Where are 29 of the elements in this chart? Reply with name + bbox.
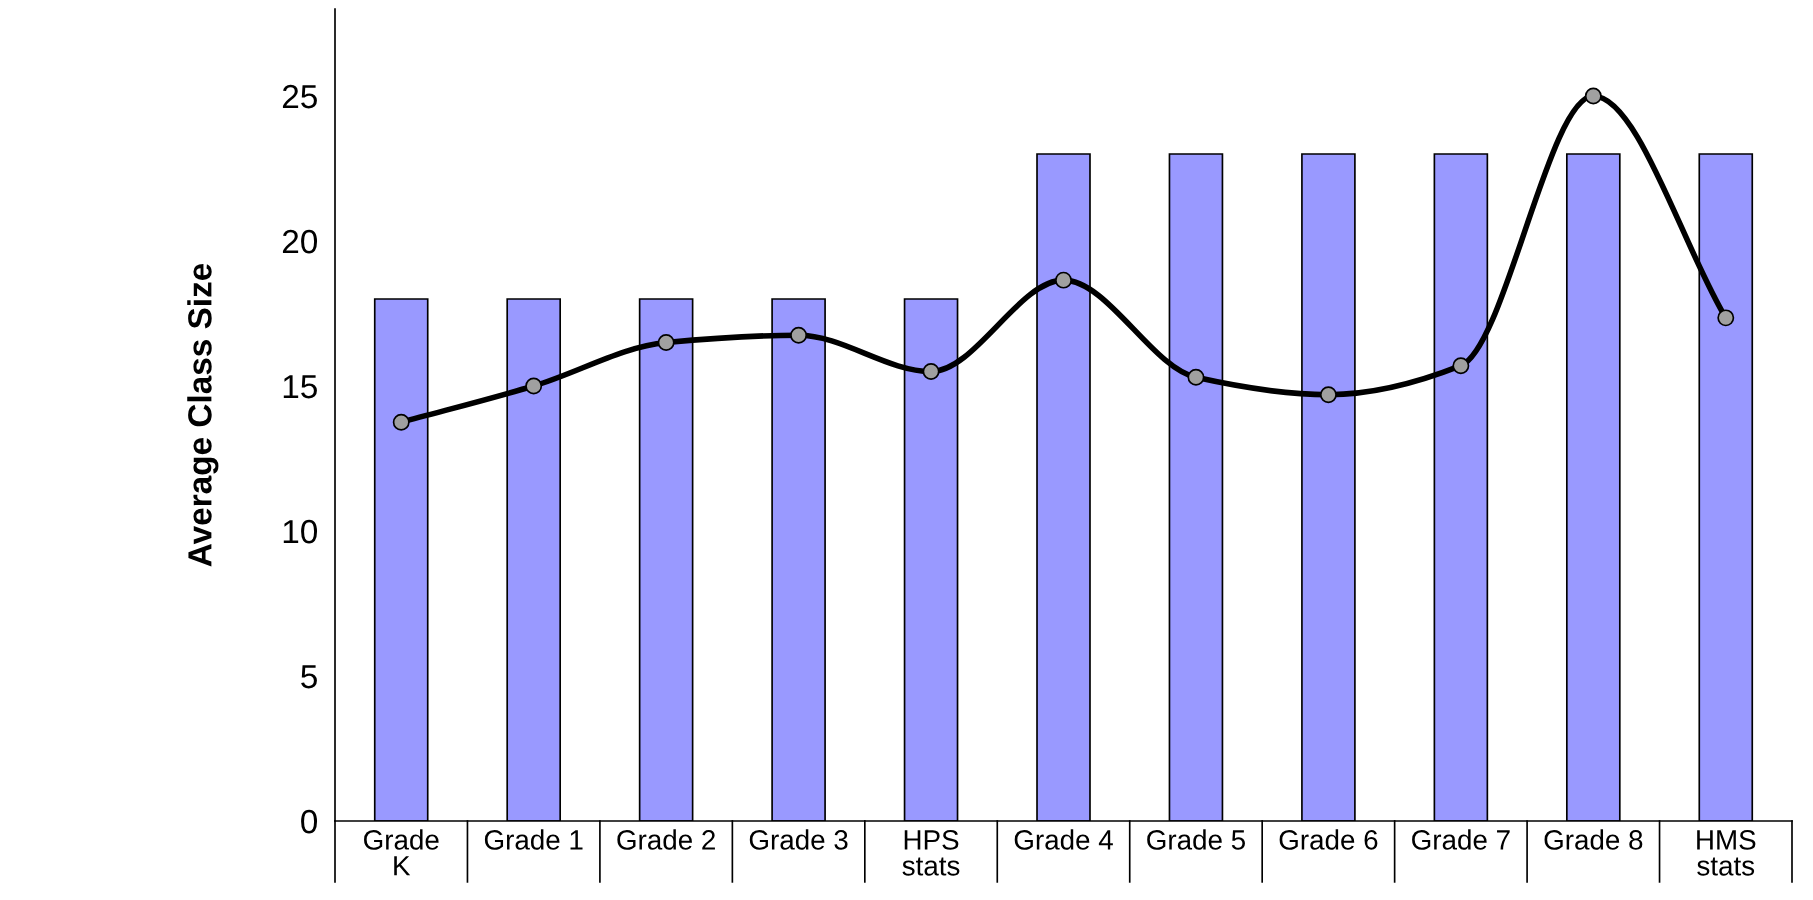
x-tick-label: Grade 6 [1279, 829, 1378, 850]
y-tick-label: 15 [283, 375, 317, 399]
point [790, 326, 808, 344]
y-tick-label: 10 [283, 519, 318, 544]
y-axis-title: Average Class Size [187, 263, 219, 567]
point [1055, 271, 1072, 289]
y-tick-label: 0 [301, 809, 318, 834]
point [922, 363, 940, 380]
x-tick-label: Grade K [364, 829, 439, 876]
point [1452, 357, 1470, 375]
y-tick-label: 20 [282, 229, 318, 254]
y-tick-label: 5 [301, 665, 317, 689]
point [657, 334, 675, 351]
point [1187, 368, 1205, 386]
x-tick-label: HMS stats [1697, 830, 1756, 876]
x-tick-label: Grade 5 [1147, 829, 1245, 850]
x-tick-label: Grade 7 [1412, 829, 1510, 850]
x-tick-label: Grade 2 [617, 829, 715, 850]
point [1717, 309, 1735, 327]
y-tick-label: 25 [282, 84, 317, 109]
x-tick-label: Grade 3 [749, 829, 848, 850]
x-tick-label: Grade 1 [484, 829, 583, 850]
point [392, 413, 410, 431]
x-tick-label: HPS stats [902, 830, 960, 876]
point [525, 377, 543, 395]
point [1584, 87, 1602, 105]
x-tick-label: Grade 4 [1014, 829, 1113, 850]
point [1319, 386, 1337, 404]
x-tick-label: Grade 8 [1544, 829, 1643, 850]
